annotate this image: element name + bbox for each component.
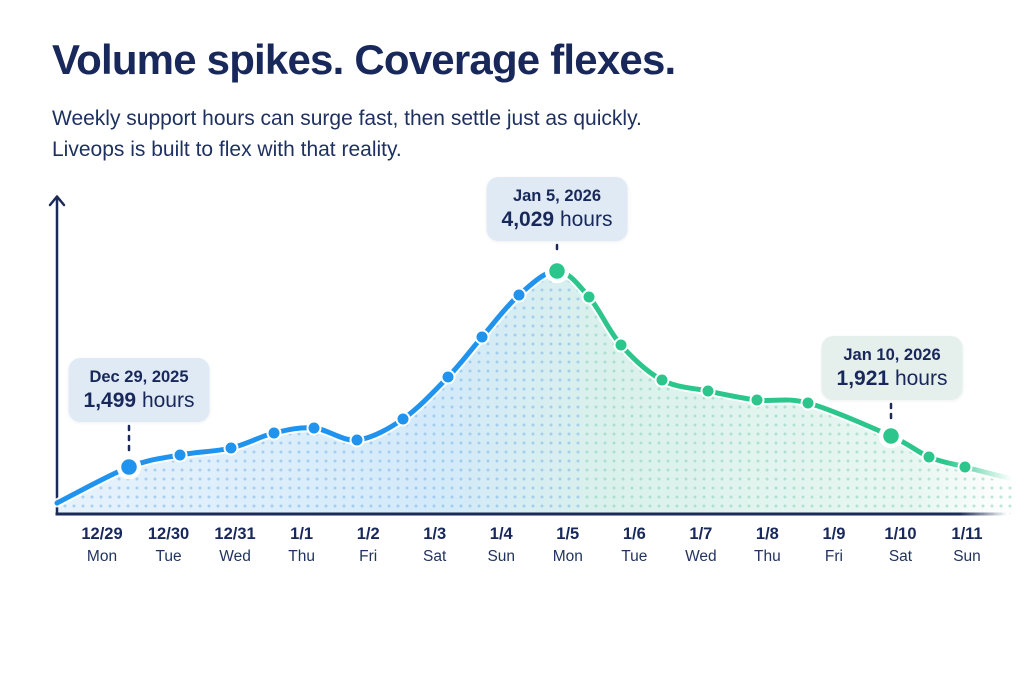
x-tick-day: Sun [487, 548, 516, 565]
x-tick-date: 1/5 [556, 525, 580, 543]
x-tick-date: 1/1 [290, 525, 314, 543]
data-point [440, 369, 456, 385]
x-tick-label: 1/5 Mon [553, 524, 583, 567]
x-tick-date: 1/7 [689, 525, 713, 543]
annotation-value-line: 1,921 hours [837, 366, 948, 391]
data-point [395, 411, 411, 427]
data-point [613, 337, 629, 353]
annotation-pill-dec-29: Dec 29, 2025 1,499 hours [68, 358, 210, 422]
highlighted-data-point [116, 454, 142, 480]
x-tick-day: Sun [953, 548, 981, 565]
x-tick-label: 1/1 Thu [288, 524, 315, 567]
data-point [700, 383, 716, 399]
annotation-unit: hours [894, 367, 948, 390]
x-tick-label: 1/10 Sat [884, 524, 916, 567]
x-tick-date: 1/9 [822, 525, 846, 543]
data-point [800, 395, 816, 411]
x-tick-label: 1/2 Fri [357, 524, 380, 567]
data-point [266, 425, 282, 441]
data-point [581, 289, 597, 305]
x-tick-date: 12/31 [214, 525, 256, 543]
subtitle-line-1: Weekly support hours can surge fast, the… [52, 107, 642, 130]
data-point [749, 392, 765, 408]
highlighted-data-point [544, 258, 570, 284]
data-point [957, 459, 973, 475]
page-subtitle: Weekly support hours can surge fast, the… [52, 103, 642, 165]
annotation-date: Dec 29, 2025 [89, 368, 189, 386]
x-tick-date: 1/8 [755, 525, 779, 543]
highlighted-data-point [878, 423, 904, 449]
x-tick-label: 12/31 Wed [214, 524, 255, 567]
x-tick-day: Thu [754, 548, 781, 565]
x-tick-day: Wed [219, 548, 251, 565]
x-tick-day: Mon [552, 548, 583, 565]
x-tick-day: Fri [824, 548, 843, 565]
x-tick-label: 1/6 Tue [621, 524, 647, 567]
annotation-value: 1,921 [836, 367, 890, 390]
x-tick-date: 12/29 [81, 525, 123, 543]
x-tick-label: 1/9 Fri [822, 524, 845, 567]
x-tick-date: 1/3 [423, 525, 447, 543]
x-tick-day: Mon [86, 548, 118, 565]
series-line [54, 268, 1015, 506]
x-tick-day: Thu [288, 548, 315, 565]
data-point [511, 287, 527, 303]
data-point [172, 447, 188, 463]
x-tick-day: Tue [155, 548, 182, 565]
x-tick-day: Tue [621, 548, 648, 565]
annotation-date: Jan 5, 2026 [512, 187, 602, 205]
x-tick-date: 1/11 [951, 525, 983, 543]
x-tick-label: 1/11 Sun [951, 524, 982, 567]
annotation-value: 4,029 [501, 208, 555, 231]
annotation-value-line: 4,029 hours [502, 207, 613, 232]
x-tick-date: 1/10 [884, 525, 917, 543]
data-point [654, 372, 670, 388]
x-tick-day: Sat [888, 548, 913, 565]
x-tick-day: Wed [685, 548, 717, 565]
y-axis-arrow-icon [48, 195, 66, 207]
data-point [223, 440, 239, 456]
x-tick-date: 12/30 [147, 525, 190, 543]
x-tick-date: 1/4 [489, 525, 513, 543]
x-tick-label: 12/29 Mon [81, 524, 122, 567]
annotation-value: 1,499 [83, 389, 137, 412]
page-title: Volume spikes. Coverage flexes. [52, 36, 676, 83]
x-tick-label: 1/3 Sat [423, 524, 446, 567]
x-tick-label: 12/30 Tue [148, 524, 189, 567]
x-tick-label: 1/7 Wed [685, 524, 717, 567]
annotation-value-line: 1,499 hours [84, 388, 195, 413]
data-point [921, 449, 937, 465]
x-tick-day: Fri [359, 548, 378, 565]
x-tick-label: 1/8 Thu [754, 524, 781, 567]
annotation-pill-jan-5: Jan 5, 2026 4,029 hours [486, 177, 628, 241]
data-point [474, 329, 490, 345]
x-tick-label: 1/4 Sun [487, 524, 515, 567]
x-tick-date: 1/2 [356, 525, 380, 543]
x-tick-date: 1/6 [622, 525, 646, 543]
annotation-unit: hours [141, 389, 195, 412]
annotation-unit: hours [559, 208, 613, 231]
annotation-pill-jan-10: Jan 10, 2026 1,921 hours [821, 336, 963, 400]
annotation-date: Jan 10, 2026 [843, 346, 941, 364]
x-tick-day: Sat [423, 548, 447, 565]
subtitle-line-2: Liveops is built to flex with that reali… [52, 138, 402, 161]
data-point [349, 432, 365, 448]
data-point [306, 420, 322, 436]
